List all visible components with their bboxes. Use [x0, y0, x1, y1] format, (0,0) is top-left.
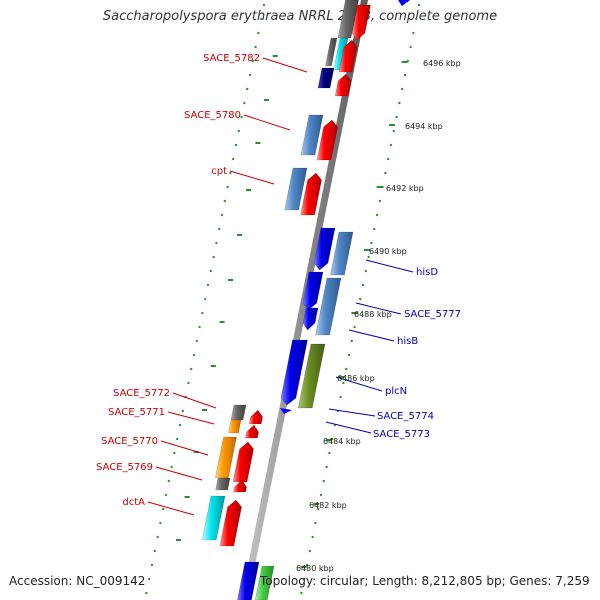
- connector-hisb: [348, 329, 395, 342]
- gene-feature-sace5777-steel[interactable]: [315, 277, 342, 336]
- kbp-label-6486: 6486 kbp: [337, 374, 375, 383]
- kbp-label-6480: 6480 kbp: [296, 564, 334, 573]
- gene-feature-bottom-blue[interactable]: [237, 561, 260, 600]
- genome-summary-text: Topology: circular; Length: 8,212,805 bp…: [260, 574, 590, 588]
- gene-feature-top-red-a[interactable]: [338, 39, 358, 73]
- connector-sace-5769: [155, 466, 203, 481]
- gene-track: [201, 0, 410, 600]
- connector-sace-5782: [262, 57, 308, 73]
- gene-label-hisd[interactable]: hisD: [416, 267, 438, 278]
- connector-sace-5777: [355, 302, 402, 315]
- gene-label-cpt[interactable]: cpt: [211, 166, 227, 177]
- gene-label-sace-5780[interactable]: SACE_5780: [184, 110, 241, 121]
- gene-feature-sace5769-red[interactable]: [233, 479, 247, 493]
- label-connectors: [147, 57, 414, 516]
- gene-feature-hisb-blue[interactable]: [302, 307, 319, 331]
- gene-feature-cpt-red[interactable]: [300, 172, 322, 216]
- gene-label-hisb[interactable]: hisB: [397, 336, 418, 347]
- gene-feature-sace5782-navy[interactable]: [317, 67, 335, 89]
- gene-feature-sace5780-red[interactable]: [316, 119, 338, 161]
- gene-label-sace-5770[interactable]: SACE_5770: [101, 436, 158, 447]
- map-title: Saccharopolyspora erythraea NRRL 2338, c…: [102, 9, 498, 24]
- scale-ticks: [145, 3, 421, 595]
- connector-sace-5772: [172, 392, 217, 409]
- kbp-label-6482: 6482 kbp: [309, 501, 347, 510]
- gene-feature-sace5770-orange[interactable]: [214, 436, 237, 479]
- connector-sace-5774: [328, 408, 376, 417]
- gene-label-dcta[interactable]: dctA: [122, 497, 145, 508]
- connector-sace-5780: [243, 114, 291, 131]
- gene-feature-top-gray[interactable]: [325, 37, 338, 67]
- accession-text: Accession: NC_009142: [9, 574, 146, 588]
- gene-feature-hisd-blue[interactable]: [313, 227, 336, 271]
- gene-feature-top-gray-b[interactable]: [337, 0, 359, 39]
- connector-sace-5770: [160, 440, 209, 456]
- gene-label-sace-5772[interactable]: SACE_5772: [113, 388, 170, 399]
- kbp-label-6494: 6494 kbp: [405, 122, 443, 131]
- connector-hisd: [365, 259, 414, 273]
- connector-sace-5773: [325, 421, 372, 434]
- kbp-label-6488: 6488 kbp: [354, 310, 392, 319]
- gene-label-sace-5782[interactable]: SACE_5782: [203, 53, 260, 64]
- gene-feature-sace5777-blue[interactable]: [302, 271, 324, 311]
- gene-feature-sace5780-steel[interactable]: [300, 114, 324, 156]
- kbp-label-6492: 6492 kbp: [386, 184, 424, 193]
- gene-feature-sace5769-gray[interactable]: [215, 477, 231, 491]
- kbp-label-6496: 6496 kbp: [423, 59, 461, 68]
- strand-marker: [280, 408, 292, 414]
- kbp-label-6484: 6484 kbp: [323, 437, 361, 446]
- gene-label-sace-5774[interactable]: SACE_5774: [377, 411, 434, 422]
- kbp-label-6490: 6490 kbp: [369, 247, 407, 256]
- gene-label-sace-5769[interactable]: SACE_5769: [96, 462, 153, 473]
- gene-feature-plcn-blue[interactable]: [280, 339, 308, 406]
- gene-label-sace-5771[interactable]: SACE_5771: [108, 407, 165, 418]
- connector-plcn: [335, 376, 383, 392]
- gene-feature-sace5772-gray[interactable]: [230, 404, 247, 421]
- gene-feature-sace5771-orange[interactable]: [228, 419, 242, 434]
- gene-feature-dcta-red[interactable]: [219, 499, 242, 547]
- gene-feature-plcn-olive[interactable]: [297, 343, 326, 409]
- gene-feature-hisd-steel[interactable]: [330, 231, 354, 276]
- top-edge-marker: [398, 0, 410, 6]
- gene-label-plcn[interactable]: plcN: [385, 386, 407, 397]
- gene-feature-sace5771-red[interactable]: [245, 424, 259, 439]
- connector-dcta: [147, 501, 195, 516]
- gene-feature-dcta-cyan[interactable]: [201, 495, 226, 541]
- gene-feature-sace5782-red[interactable]: [334, 73, 352, 97]
- connector-sace-5771: [167, 411, 215, 425]
- gene-label-sace-5773[interactable]: SACE_5773: [373, 429, 430, 440]
- gene-feature-sace5772-red[interactable]: [248, 409, 263, 425]
- gene-feature-bottom-green[interactable]: [254, 565, 275, 600]
- connector-cpt: [229, 170, 275, 185]
- gene-label-sace-5777[interactable]: SACE_5777: [404, 309, 461, 320]
- gene-feature-sace5770-red[interactable]: [232, 441, 254, 483]
- gene-feature-cpt-steel[interactable]: [284, 167, 308, 211]
